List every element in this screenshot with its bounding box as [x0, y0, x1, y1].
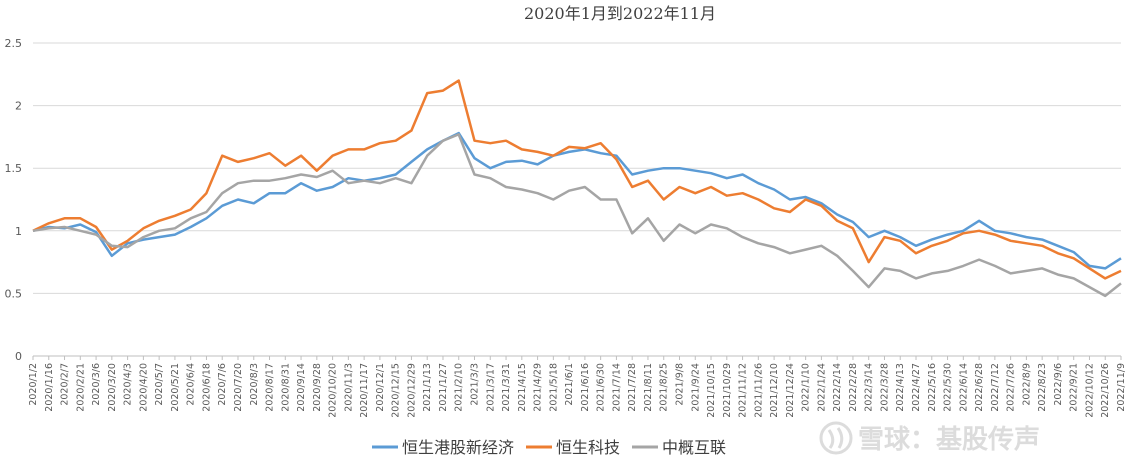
x-tick-label: 2022/8/9 [1021, 363, 1032, 406]
x-tick-label: 2020/12/15 [391, 363, 402, 418]
x-tick-label: 2020/2/7 [60, 363, 71, 406]
x-tick-label: 2020/9/14 [296, 363, 307, 412]
x-tick-label: 2022/8/23 [1037, 363, 1048, 412]
legend-label-1: 恒生科技 [556, 438, 620, 457]
x-tick-label: 2021/3/3 [470, 363, 481, 406]
x-tick-label: 2021/3/17 [485, 363, 496, 412]
chart-title: 2020年1月到2022年11月 [524, 4, 716, 23]
x-tick-label: 2020/3/6 [91, 363, 102, 406]
x-tick-label: 2022/5/16 [927, 363, 938, 412]
series-line-0 [32, 131, 1122, 270]
x-tick-label: 2021/7/14 [611, 363, 622, 412]
x-tick-label: 2020/10/20 [328, 363, 339, 418]
x-tick-label: 2022/10/26 [1100, 363, 1111, 418]
x-tick-label: 2021/6/30 [596, 363, 607, 412]
x-tick-label: 2020/7/6 [217, 363, 228, 406]
x-tick-label: 2022/7/26 [1006, 363, 1017, 412]
x-tick-label: 2022/6/28 [974, 363, 985, 412]
x-tick-label: 2021/4/15 [517, 363, 528, 412]
x-tick-label: 2020/12/1 [375, 363, 386, 412]
series-lines [32, 79, 1122, 298]
x-tick-label: 2022/5/30 [943, 363, 954, 412]
y-tick-label: 1.5 [5, 162, 23, 175]
x-tick-label: 2020/11/17 [359, 363, 370, 418]
x-tick-label: 2020/3/20 [107, 363, 118, 412]
x-tick-label: 2021/5/18 [548, 363, 559, 412]
x-tick-label: 2022/4/27 [911, 363, 922, 412]
y-tick-label: 2.5 [5, 37, 23, 50]
x-tick-label: 2022/1/10 [801, 363, 812, 412]
x-tick-label: 2022/2/14 [832, 363, 843, 412]
x-tick-label: 2021/9/24 [690, 363, 701, 412]
watermark-text: 雪球：基股传声 [858, 425, 1040, 455]
x-tick-label: 2021/12/24 [785, 363, 796, 418]
x-tick-label: 2021/2/10 [454, 363, 465, 412]
x-tick-label: 2020/5/21 [170, 363, 181, 412]
watermark: 雪球：基股传声 [819, 421, 1040, 455]
x-tick-label: 2020/7/20 [233, 363, 244, 412]
x-tick-label: 2022/4/13 [895, 363, 906, 412]
x-tick-label: 2021/9/8 [674, 363, 685, 406]
x-axis-ticks: 2020/1/2 2020/1/16 2020/2/7 2020/2/21 2020/3… [28, 356, 1127, 418]
x-tick-label: 2022/2/28 [848, 363, 859, 412]
x-tick-label: 2020/6/4 [186, 363, 197, 406]
x-tick-label: 2021/11/12 [738, 363, 749, 418]
legend-label-2: 中概互联 [662, 438, 726, 457]
x-tick-label: 2020/8/31 [280, 363, 291, 412]
series-line-1 [32, 79, 1122, 280]
x-tick-label: 2020/1/2 [28, 363, 39, 406]
x-tick-label: 2021/3/31 [501, 363, 512, 412]
x-tick-label: 2021/10/15 [706, 363, 717, 418]
x-tick-label: 2022/9/6 [1053, 363, 1064, 406]
x-tick-label: 2022/1/24 [816, 363, 827, 412]
legend-label-0: 恒生港股新经济 [402, 438, 514, 457]
y-tick-label: 2 [15, 100, 22, 113]
x-tick-label: 2020/12/29 [406, 363, 417, 418]
x-tick-label: 2020/4/20 [138, 363, 149, 412]
x-tick-label: 2022/7/12 [990, 363, 1001, 412]
x-tick-label: 2021/8/11 [643, 363, 654, 412]
x-tick-label: 2021/4/29 [533, 363, 544, 412]
snowball-logo-icon [819, 421, 853, 455]
x-tick-label: 2020/4/3 [123, 363, 134, 406]
y-tick-label: 0 [15, 350, 22, 363]
x-tick-label: 2021/8/25 [659, 363, 670, 412]
x-tick-label: 2022/10/12 [1084, 363, 1095, 418]
x-tick-label: 2020/9/28 [312, 363, 323, 412]
x-tick-label: 2020/8/17 [265, 363, 276, 412]
x-tick-label: 2020/1/16 [44, 363, 55, 412]
legend: 恒生港股新经济 恒生科技 中概互联 [372, 438, 726, 457]
gridlines [33, 42, 1121, 357]
x-tick-label: 2020/5/7 [154, 363, 165, 406]
x-tick-label: 2022/9/21 [1069, 363, 1080, 412]
x-tick-label: 2022/6/14 [958, 363, 969, 412]
x-tick-label: 2021/10/29 [722, 363, 733, 418]
x-tick-label: 2021/6/16 [580, 363, 591, 412]
x-tick-label: 2020/6/18 [201, 363, 212, 412]
x-tick-label: 2021/6/1 [564, 363, 575, 406]
x-tick-label: 2020/8/3 [249, 363, 260, 406]
series-line-2 [32, 133, 1122, 298]
x-tick-label: 2022/3/14 [864, 363, 875, 412]
x-tick-label: 2022/11/9 [1116, 363, 1127, 412]
x-tick-label: 2021/11/26 [753, 363, 764, 418]
y-axis-ticks: 0 0.5 1 1.5 2 2.5 [5, 37, 23, 363]
y-tick-label: 0.5 [5, 287, 23, 300]
x-tick-label: 2021/12/10 [769, 363, 780, 418]
x-tick-label: 2021/1/13 [422, 363, 433, 412]
x-tick-label: 2020/2/21 [75, 363, 86, 412]
x-tick-label: 2020/11/3 [343, 363, 354, 412]
x-tick-label: 2021/7/28 [627, 363, 638, 412]
x-tick-label: 2022/3/28 [879, 363, 890, 412]
y-tick-label: 1 [15, 225, 22, 238]
x-tick-label: 2021/1/27 [438, 363, 449, 412]
